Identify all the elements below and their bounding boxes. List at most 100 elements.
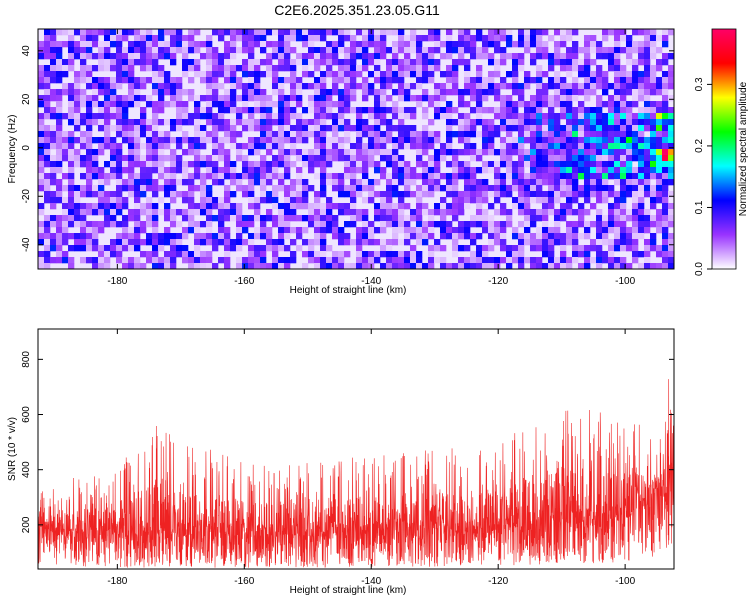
spectrogram-cell (236, 209, 243, 216)
spectrogram-cell (146, 197, 153, 204)
spectrogram-cell (152, 143, 159, 150)
spectrogram-cell (464, 29, 471, 36)
spectrogram-cell (350, 167, 357, 174)
spectrogram-cell (38, 113, 45, 120)
spectrogram-cell (638, 53, 645, 60)
spectrogram-cell (656, 155, 663, 162)
spectrogram-cell (110, 77, 117, 84)
spectrogram-cell (212, 179, 219, 186)
spectrogram-cell (116, 233, 123, 240)
spectrogram-cell (266, 179, 273, 186)
spectrogram-cell (326, 59, 333, 66)
spectrogram-cell (146, 251, 153, 258)
spectrogram-cell (38, 227, 45, 234)
spectrogram-cell (332, 125, 339, 132)
spectrogram-cell (278, 173, 285, 180)
spectrogram-cell (464, 161, 471, 168)
spectrogram-cell (326, 173, 333, 180)
spectrogram-cell (254, 35, 261, 42)
y-tick-label: 40 (21, 45, 32, 57)
spectrogram-cell (80, 239, 87, 246)
spectrogram-cell (206, 53, 213, 60)
spectrogram-cell (170, 185, 177, 192)
spectrogram-cell (212, 155, 219, 162)
spectrogram-cell (524, 83, 531, 90)
spectrogram-cell (458, 53, 465, 60)
spectrogram-cell (224, 131, 231, 138)
spectrogram-cell (290, 191, 297, 198)
spectrogram-cell (56, 221, 63, 228)
spectrogram-cell (134, 125, 141, 132)
spectrogram-cell (296, 53, 303, 60)
spectrogram-cell (572, 179, 579, 186)
spectrogram-cell (662, 263, 669, 270)
spectrogram-cell (452, 203, 459, 210)
spectrogram-cell (590, 41, 597, 48)
spectrogram-cell (470, 263, 477, 270)
spectrogram-cell (284, 209, 291, 216)
spectrogram-cell (284, 191, 291, 198)
spectrogram-cell (248, 113, 255, 120)
spectrogram-cell (548, 209, 555, 216)
spectrogram-cell (146, 209, 153, 216)
spectrogram-cell (194, 47, 201, 54)
spectrogram-cell (344, 167, 351, 174)
spectrogram-cell (476, 29, 483, 36)
spectrogram-cell (134, 143, 141, 150)
spectrogram-cell (230, 41, 237, 48)
spectrogram-cell (338, 107, 345, 114)
spectrogram-cell (104, 197, 111, 204)
spectrogram-cell (422, 131, 429, 138)
spectrogram-cell (260, 35, 267, 42)
spectrogram-cell (644, 161, 651, 168)
spectrogram-cell (476, 179, 483, 186)
spectrogram-cell (374, 137, 381, 144)
spectrogram-cell (128, 245, 135, 252)
spectrogram-cell (656, 59, 663, 66)
spectrogram-cell (110, 53, 117, 60)
spectrogram-cell (116, 107, 123, 114)
spectrogram-cell (398, 131, 405, 138)
spectrogram-cell (116, 149, 123, 156)
spectrogram-cell (470, 77, 477, 84)
spectrogram-cell (206, 119, 213, 126)
spectrogram-cell (518, 143, 525, 150)
spectrogram-cell (242, 215, 249, 222)
spectrogram-cell (224, 41, 231, 48)
spectrogram-cell (170, 101, 177, 108)
spectrogram-cell (290, 197, 297, 204)
spectrogram-cell (590, 179, 597, 186)
spectrogram-cell (542, 83, 549, 90)
spectrogram-cell (248, 143, 255, 150)
spectrogram-cell (170, 89, 177, 96)
spectrogram-cell (272, 263, 279, 270)
spectrogram-cell (134, 119, 141, 126)
spectrogram-cell (644, 215, 651, 222)
spectrogram-cell (56, 227, 63, 234)
spectrogram-cell (530, 257, 537, 264)
spectrogram-cell (44, 257, 51, 264)
spectrogram-cell (626, 113, 633, 120)
spectrogram-cell (452, 173, 459, 180)
spectrogram-cell (404, 143, 411, 150)
spectrogram-cell (392, 227, 399, 234)
spectrogram-cell (38, 131, 45, 138)
spectrogram-cell (350, 65, 357, 72)
spectrogram-cell (38, 185, 45, 192)
spectrogram-cell (440, 227, 447, 234)
spectrogram-cell (578, 185, 585, 192)
spectrogram-cell (218, 203, 225, 210)
spectrogram-cell (650, 113, 657, 120)
spectrogram-cell (80, 233, 87, 240)
spectrogram-cell (266, 53, 273, 60)
spectrogram-cell (152, 137, 159, 144)
spectrogram-cell (110, 221, 117, 228)
spectrogram-cell (314, 203, 321, 210)
spectrogram-cell (458, 173, 465, 180)
spectrogram-cell (416, 263, 423, 270)
spectrogram-cell (68, 203, 75, 210)
spectrogram-cell (536, 125, 543, 132)
spectrogram-cell (122, 77, 129, 84)
spectrogram-cell (368, 71, 375, 78)
spectrogram-cell (374, 119, 381, 126)
